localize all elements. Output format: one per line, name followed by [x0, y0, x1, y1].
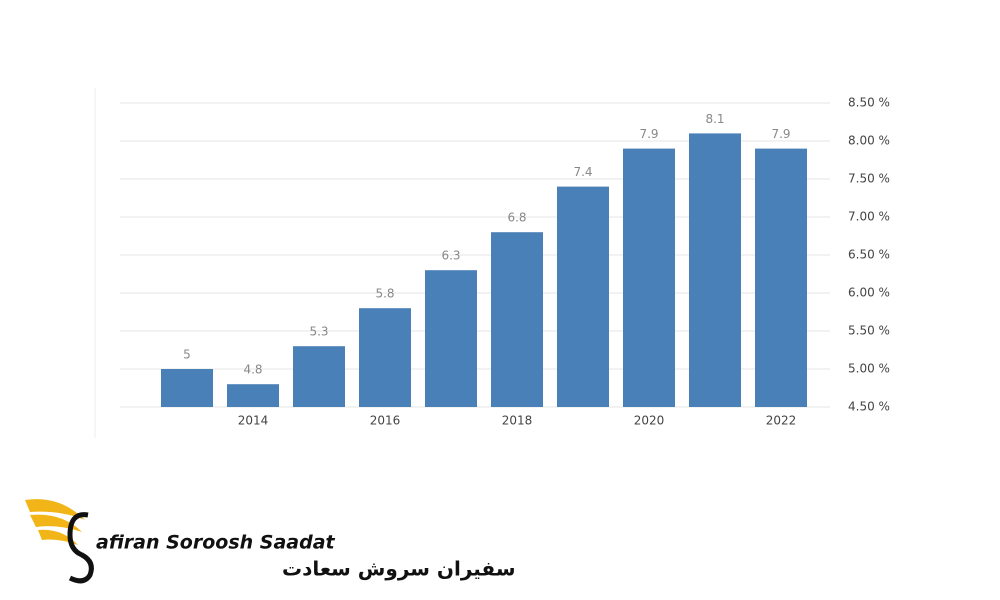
bar [425, 270, 477, 407]
bar [557, 186, 609, 407]
logo-name-fa: سفیران سروش سعادت [282, 557, 516, 581]
value-label: 5.3 [309, 325, 328, 339]
y-tick-label: 8.50 % [848, 96, 890, 110]
y-tick-label: 6.00 % [848, 286, 890, 300]
bar [755, 148, 807, 407]
y-tick-label: 7.00 % [848, 210, 890, 224]
bar [689, 133, 741, 407]
logo-wing [25, 499, 85, 545]
bar [293, 346, 345, 407]
logo-name: afiran Soroosh Saadat [96, 532, 336, 554]
x-tick-label: 2022 [766, 414, 797, 428]
bar [161, 369, 213, 407]
y-tick-label: 7.50 % [848, 172, 890, 186]
bar [359, 308, 411, 407]
y-tick-label: 5.00 % [848, 362, 890, 376]
y-tick-label: 8.00 % [848, 134, 890, 148]
bar [491, 232, 543, 407]
bar [227, 384, 279, 407]
value-label: 8.1 [705, 112, 724, 126]
value-label: 7.9 [639, 127, 658, 141]
value-label: 6.8 [507, 211, 526, 225]
logo: afiran Soroosh Saadat سفیران سروش سعادت [25, 499, 516, 584]
x-tick-label: 2018 [502, 414, 533, 428]
value-label: 7.4 [573, 165, 592, 179]
value-label: 5.8 [375, 287, 394, 301]
y-tick-label: 5.50 % [848, 324, 890, 338]
value-label: 7.9 [771, 127, 790, 141]
x-tick-label: 2016 [370, 414, 401, 428]
y-tick-label: 6.50 % [848, 248, 890, 262]
chart: 4.50 % 5.00 % 5.50 % 6.00 % 6.50 % 7.00 % 7.50… [120, 96, 890, 428]
x-tick-label: 2020 [634, 414, 665, 428]
value-label: 4.8 [243, 363, 262, 377]
logo-swan [67, 512, 94, 584]
x-tick-label: 2014 [238, 414, 269, 428]
bar [623, 148, 675, 407]
value-label: 5 [183, 348, 191, 362]
y-tick-label: 4.50 % [848, 400, 890, 414]
value-label: 6.3 [441, 249, 460, 263]
